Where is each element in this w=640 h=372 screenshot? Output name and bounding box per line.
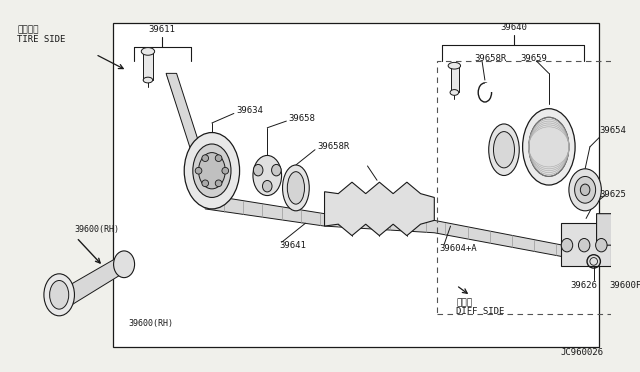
Text: 39600(RH): 39600(RH) [128, 319, 173, 328]
Text: 39641: 39641 [280, 241, 307, 250]
Ellipse shape [569, 169, 602, 211]
Ellipse shape [489, 124, 519, 176]
Text: 39634: 39634 [237, 106, 264, 115]
Ellipse shape [184, 132, 239, 209]
Bar [451, 66, 459, 93]
Text: 39659: 39659 [520, 54, 547, 62]
Ellipse shape [44, 274, 74, 316]
Ellipse shape [195, 167, 202, 174]
Text: 39600F: 39600F [609, 281, 640, 290]
Ellipse shape [253, 164, 263, 176]
Ellipse shape [523, 109, 575, 185]
Ellipse shape [448, 62, 461, 69]
Ellipse shape [141, 48, 155, 55]
Bar [561, 223, 611, 266]
Ellipse shape [271, 164, 281, 176]
Polygon shape [596, 214, 636, 245]
Ellipse shape [561, 238, 573, 252]
Text: 39640: 39640 [500, 23, 527, 32]
Polygon shape [205, 195, 580, 259]
Text: 39626: 39626 [571, 281, 598, 290]
Ellipse shape [450, 90, 459, 95]
Ellipse shape [113, 251, 134, 278]
Ellipse shape [50, 280, 68, 309]
Ellipse shape [202, 180, 209, 187]
Text: 39604+A: 39604+A [439, 244, 477, 253]
Ellipse shape [630, 215, 640, 243]
Text: JC960026: JC960026 [561, 347, 604, 357]
Ellipse shape [493, 132, 515, 168]
Ellipse shape [222, 167, 228, 174]
Ellipse shape [282, 165, 309, 211]
Ellipse shape [579, 238, 590, 252]
Text: 39654: 39654 [600, 126, 627, 135]
Bar [113, 23, 600, 347]
Ellipse shape [215, 155, 222, 161]
Ellipse shape [580, 184, 590, 196]
Ellipse shape [262, 180, 272, 192]
Polygon shape [324, 182, 435, 235]
Ellipse shape [202, 155, 209, 161]
Bar [143, 51, 153, 80]
Text: 39658R: 39658R [317, 142, 349, 151]
Ellipse shape [253, 155, 282, 196]
Bar [437, 61, 640, 314]
Text: タイヤ側: タイヤ側 [17, 25, 38, 34]
Polygon shape [166, 73, 204, 156]
Text: 39625: 39625 [600, 190, 627, 199]
Text: デフ側: デフ側 [456, 298, 472, 307]
Text: 39611: 39611 [149, 25, 176, 34]
Ellipse shape [215, 180, 222, 187]
Ellipse shape [193, 144, 231, 198]
Text: 39658: 39658 [288, 114, 315, 123]
Text: DIFF SIDE: DIFF SIDE [456, 308, 504, 317]
Ellipse shape [198, 153, 225, 189]
Bar [485, 83, 493, 93]
Ellipse shape [596, 238, 607, 252]
Polygon shape [72, 255, 122, 304]
Ellipse shape [143, 77, 153, 83]
Text: TIRE SIDE: TIRE SIDE [17, 35, 65, 44]
Text: 39658R: 39658R [474, 54, 507, 62]
Ellipse shape [575, 176, 596, 203]
Ellipse shape [287, 172, 305, 204]
Text: 39600(RH): 39600(RH) [74, 225, 120, 234]
Ellipse shape [529, 117, 569, 176]
